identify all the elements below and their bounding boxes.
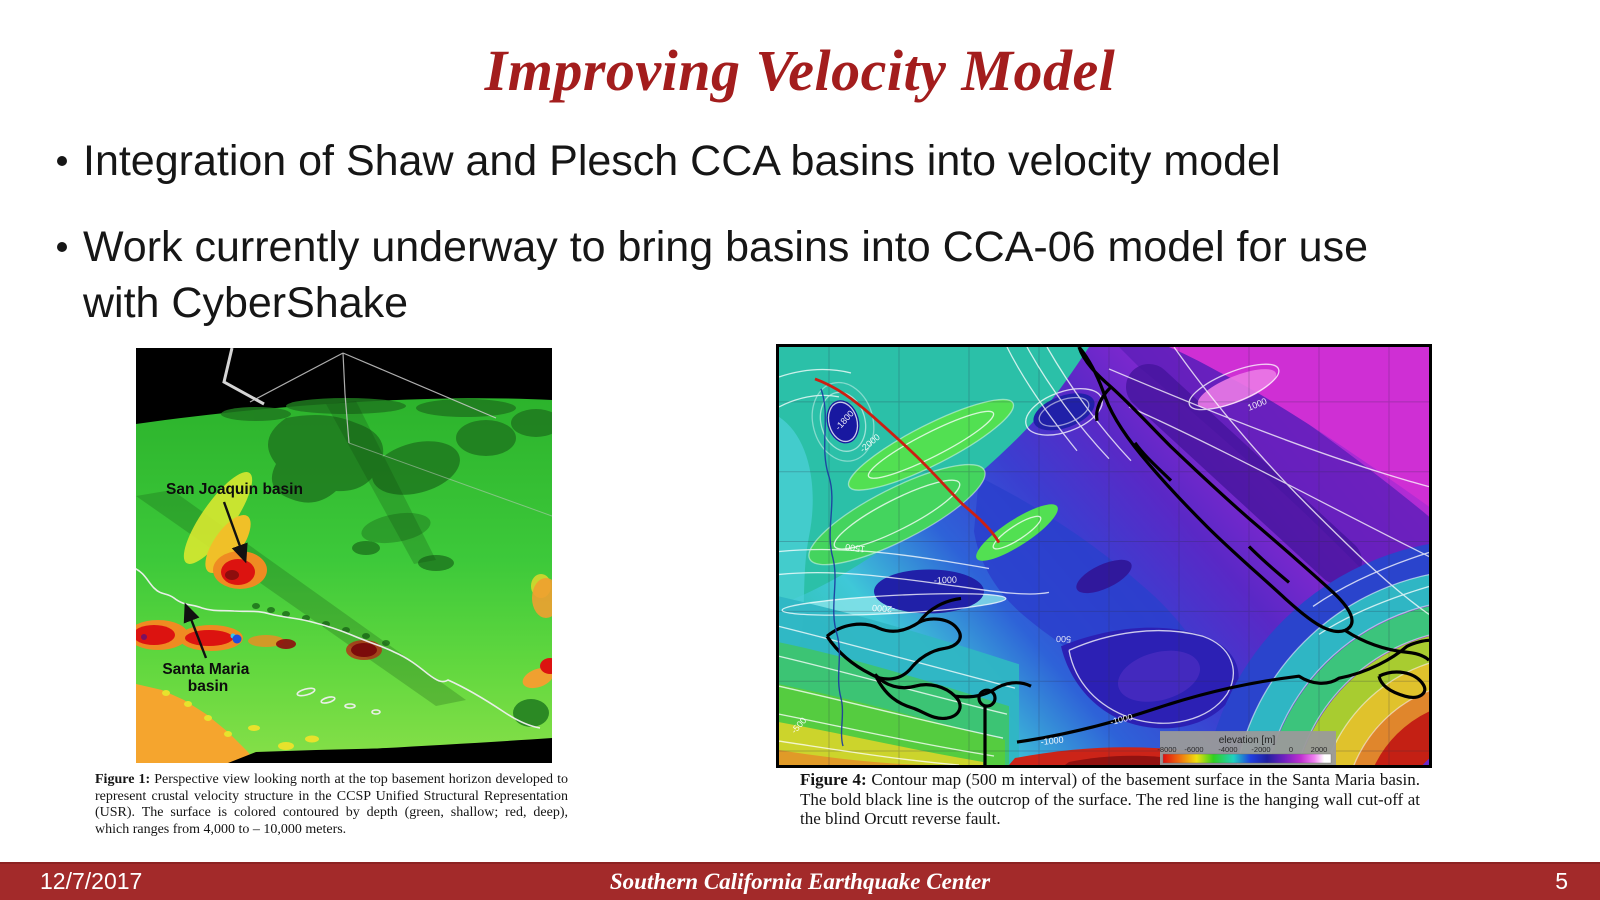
coastline-path: [136, 568, 541, 729]
label-san-joaquin: San Joaquin basin: [166, 481, 303, 498]
color-field-regions: [779, 347, 1429, 765]
bullet-text-1: Integration of Shaw and Plesch CCA basin…: [83, 137, 1281, 185]
footer-org: Southern California Earthquake Center: [609, 869, 991, 894]
santa-maria-basin-hotspots: [136, 620, 382, 660]
coast-speckles: [252, 603, 390, 646]
contour-label-5: -2000: [872, 603, 896, 615]
figure1-caption-label: Figure 1:: [95, 772, 151, 787]
footer-date: 12/7/2017: [40, 868, 143, 894]
figure4-caption-text: Contour map (500 m interval) of the base…: [800, 770, 1421, 828]
coastline-line: [820, 388, 844, 747]
arrow-santa-maria: [183, 602, 208, 659]
legend-tick-3: -2000: [1251, 745, 1270, 754]
bullet-dot: [57, 156, 67, 166]
footer-page-number: 5: [1555, 868, 1568, 894]
bullet-item-1: Integration of Shaw and Plesch CCA basin…: [40, 133, 1413, 189]
arrow-san-joaquin: [222, 501, 248, 564]
fault-line: [814, 377, 1001, 544]
contour-label-7: -1000: [1040, 735, 1064, 747]
legend-tick-5: 2000: [1311, 745, 1328, 754]
contour-label-3: 1500: [845, 542, 866, 555]
annotation-san-joaquin: San Joaquin basin: [166, 481, 303, 564]
figure4-caption: Figure 4: Contour map (500 m interval) o…: [800, 770, 1420, 829]
terrain-dark-patches: [221, 398, 552, 727]
bullet-item-2: Work currently underway to bring basins …: [40, 219, 1413, 331]
bullet-dot: [57, 242, 67, 252]
bottom-black-strip: [228, 739, 552, 763]
outcrop-outline: [825, 347, 1429, 765]
annotation-santa-maria: Santa Maria basin: [162, 602, 253, 695]
bullet-text-2: Work currently underway to bring basins …: [83, 223, 1369, 327]
figure4-svg: elevation [m] -8000 -6000 -4000 -2000 0 …: [779, 347, 1429, 765]
wireframe-lines: [222, 348, 552, 517]
legend-title: elevation [m]: [1219, 735, 1276, 746]
figure4-image: elevation [m] -8000 -6000 -4000 -2000 0 …: [776, 344, 1432, 768]
san-joaquin-basin-hotspot: [183, 472, 267, 589]
contour-label-4: -1000: [934, 575, 957, 586]
legend-tick-2: -4000: [1218, 745, 1237, 754]
contour-label-6: 500: [1056, 634, 1071, 645]
orange-wedge: [136, 684, 256, 763]
figure1-caption-text: Perspective view looking north at the to…: [95, 772, 568, 837]
white-contour-lines: [779, 347, 1429, 765]
label-santa-maria: Santa Maria basin: [162, 661, 253, 695]
figure1-image: San Joaquin basin Santa Maria basin: [136, 348, 552, 763]
colorbar-legend: elevation [m] -8000 -6000 -4000 -2000 0 …: [1157, 731, 1336, 765]
footer-bar: 12/7/2017 Southern California Earthquake…: [0, 862, 1600, 900]
map-grid: [779, 347, 1429, 765]
figure1-caption: Figure 1: Perspective view looking north…: [95, 772, 568, 838]
legend-tick-1: -6000: [1184, 745, 1203, 754]
edge-warm-patches: [248, 574, 552, 750]
legend-tick-0: -8000: [1157, 745, 1176, 754]
figure1-svg: San Joaquin basin Santa Maria basin: [136, 348, 552, 763]
page-title: Improving Velocity Model: [484, 38, 1116, 103]
colorbar-strip: [1162, 753, 1332, 764]
bullet-list: Integration of Shaw and Plesch CCA basin…: [40, 133, 1413, 361]
legend-tick-4: 0: [1289, 745, 1293, 754]
figure4-caption-label: Figure 4:: [800, 770, 867, 789]
